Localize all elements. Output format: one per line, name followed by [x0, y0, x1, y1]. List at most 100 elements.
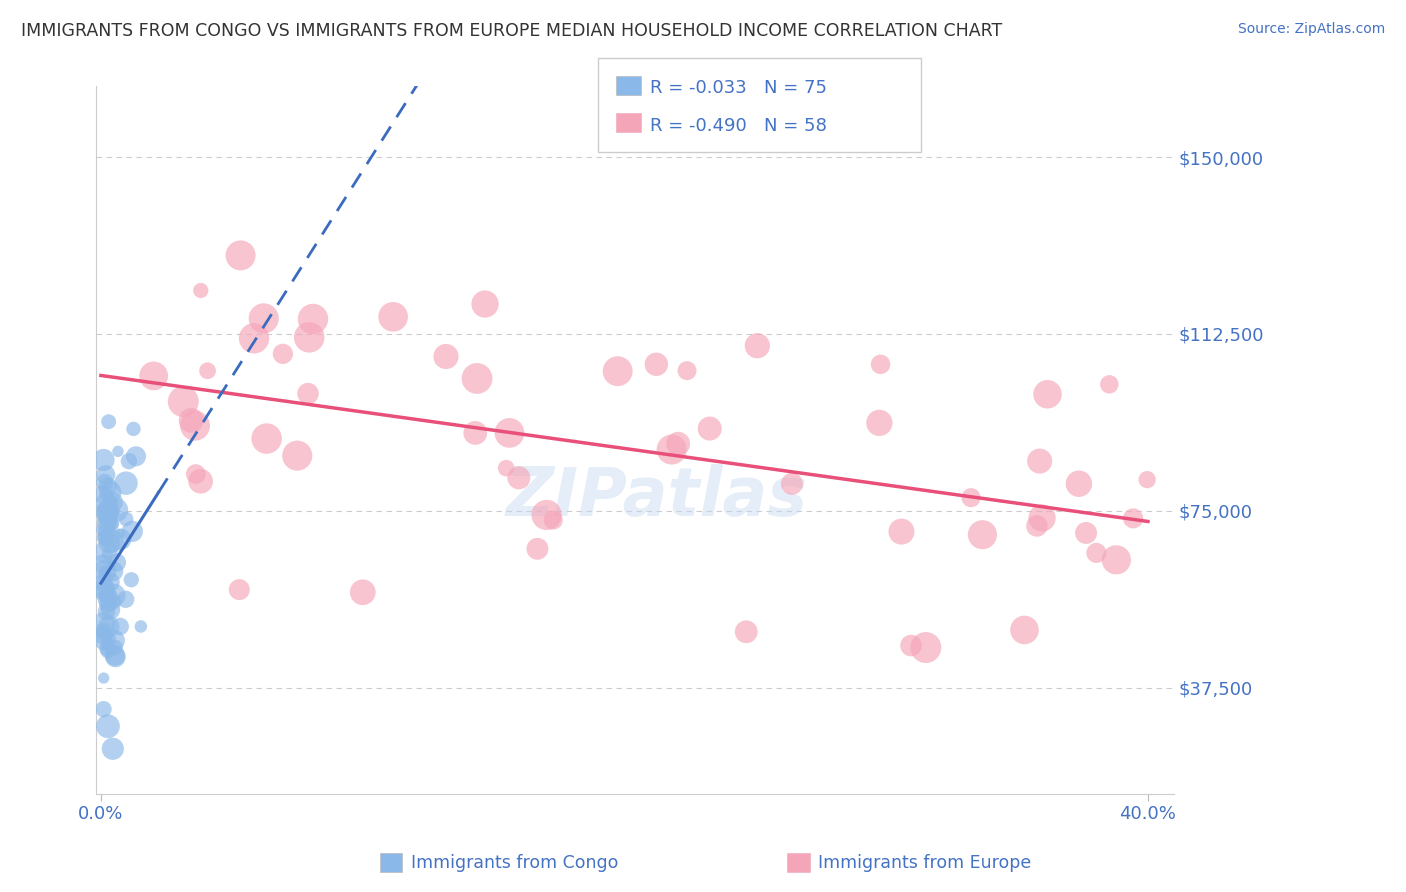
- Point: [120, 573, 142, 587]
- Point: [302, 312, 325, 326]
- Point: [97, 619, 120, 633]
- Point: [93, 624, 115, 638]
- Point: [93, 588, 115, 602]
- Point: [1031, 511, 1053, 525]
- Point: [101, 495, 124, 509]
- Point: [97, 598, 120, 612]
- Point: [229, 248, 252, 262]
- Point: [129, 619, 152, 633]
- Text: Immigrants from Europe: Immigrants from Europe: [818, 854, 1032, 871]
- Point: [103, 564, 125, 578]
- Point: [868, 416, 890, 430]
- Point: [243, 331, 266, 345]
- Point: [125, 450, 148, 464]
- Point: [297, 386, 319, 401]
- Point: [1105, 553, 1128, 567]
- Point: [96, 516, 118, 530]
- Point: [98, 536, 121, 550]
- Point: [104, 648, 127, 663]
- Text: Immigrants from Congo: Immigrants from Congo: [411, 854, 617, 871]
- Point: [96, 505, 118, 519]
- Point: [115, 512, 138, 526]
- Point: [1028, 454, 1050, 468]
- Point: [96, 605, 118, 619]
- Point: [498, 425, 520, 440]
- Point: [972, 527, 994, 541]
- Point: [94, 467, 117, 482]
- Point: [108, 619, 131, 633]
- Point: [94, 563, 117, 577]
- Point: [495, 461, 517, 475]
- Point: [526, 541, 548, 556]
- Point: [93, 475, 115, 490]
- Point: [105, 503, 128, 517]
- Point: [93, 702, 115, 716]
- Point: [93, 501, 115, 516]
- Point: [103, 633, 125, 648]
- Point: [118, 454, 141, 468]
- Point: [382, 310, 405, 324]
- Point: [93, 567, 115, 582]
- Point: [93, 627, 115, 641]
- Point: [780, 476, 803, 491]
- Point: [93, 671, 115, 685]
- Point: [94, 524, 117, 539]
- Point: [1014, 623, 1036, 637]
- Point: [93, 582, 115, 596]
- Point: [747, 339, 769, 353]
- Point: [93, 531, 115, 545]
- Point: [285, 449, 308, 463]
- Point: [93, 616, 115, 631]
- Point: [253, 311, 276, 326]
- Point: [93, 557, 115, 571]
- Point: [1136, 473, 1159, 487]
- Point: [103, 588, 125, 602]
- Point: [97, 415, 120, 429]
- Point: [97, 643, 120, 657]
- Point: [101, 534, 124, 549]
- Point: [869, 357, 891, 371]
- Point: [93, 575, 115, 590]
- Point: [735, 624, 758, 639]
- Point: [666, 436, 689, 450]
- Point: [100, 603, 122, 617]
- Point: [541, 513, 564, 527]
- Point: [960, 491, 983, 505]
- Point: [645, 357, 668, 371]
- Point: [465, 371, 488, 385]
- Point: [110, 533, 132, 547]
- Point: [271, 347, 294, 361]
- Point: [1098, 377, 1121, 392]
- Point: [107, 444, 129, 458]
- Point: [172, 394, 194, 409]
- Point: [108, 526, 131, 541]
- Point: [101, 741, 124, 756]
- Point: [890, 524, 912, 539]
- Point: [96, 547, 118, 561]
- Point: [96, 641, 118, 656]
- Point: [105, 556, 128, 570]
- Point: [184, 418, 207, 433]
- Point: [97, 480, 120, 494]
- Point: [100, 516, 122, 531]
- Point: [536, 508, 558, 522]
- Point: [474, 297, 496, 311]
- Point: [104, 640, 127, 655]
- Point: [180, 413, 202, 427]
- Point: [1025, 519, 1047, 533]
- Point: [197, 364, 219, 378]
- Point: [94, 564, 117, 578]
- Point: [184, 467, 207, 481]
- Point: [93, 629, 115, 643]
- Point: [1074, 525, 1097, 540]
- Point: [97, 591, 120, 605]
- Point: [96, 496, 118, 510]
- Point: [94, 545, 117, 559]
- Point: [96, 593, 118, 607]
- Text: R = -0.490   N = 58: R = -0.490 N = 58: [650, 117, 827, 135]
- Point: [1067, 476, 1090, 491]
- Point: [228, 582, 250, 597]
- Text: ZIPatlas: ZIPatlas: [505, 464, 807, 530]
- Point: [122, 422, 145, 436]
- Point: [434, 350, 457, 364]
